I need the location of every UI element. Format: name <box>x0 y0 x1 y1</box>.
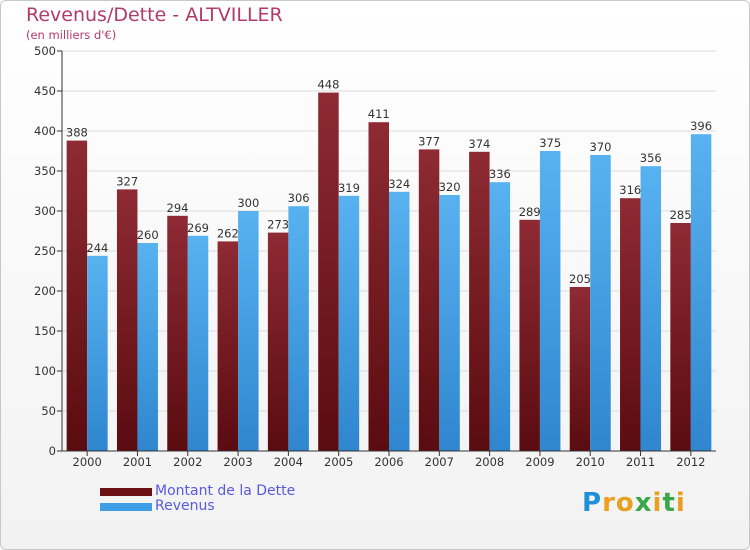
chart-title: Revenus/Dette - ALTVILLER <box>26 4 283 26</box>
data-label: 294 <box>167 201 189 215</box>
data-label: 370 <box>590 140 612 154</box>
xtick-label: 2002 <box>173 455 202 469</box>
bar-dette <box>267 232 289 451</box>
ytick-label: 450 <box>34 84 56 98</box>
bar-dette <box>670 223 691 451</box>
chart-subtitle: (en milliers d'€) <box>26 28 117 42</box>
data-label: 289 <box>519 205 541 219</box>
data-label: 411 <box>368 107 390 121</box>
logo-letter: r <box>602 488 616 518</box>
xtick-label: 2004 <box>274 455 303 469</box>
xtick-label: 2011 <box>626 455 655 469</box>
bar-revenus <box>690 134 712 451</box>
ytick-label: 150 <box>34 324 56 338</box>
ytick-label: 0 <box>49 444 56 458</box>
logo-letter: o <box>615 488 635 518</box>
bar-revenus <box>389 191 410 452</box>
ytick-label: 250 <box>34 244 56 258</box>
data-label: 324 <box>388 177 410 191</box>
data-label: 244 <box>86 241 108 255</box>
logo-letter: x <box>634 488 653 518</box>
bar-dette <box>418 149 440 451</box>
xtick-label: 2001 <box>123 455 152 469</box>
data-label: 388 <box>66 126 88 140</box>
bar-dette <box>469 151 490 452</box>
logo-letter: i <box>652 488 663 518</box>
bar-revenus <box>238 211 259 451</box>
legend-label-debt: Montant de la Dette <box>155 483 296 499</box>
xtick-label: 2007 <box>425 455 454 469</box>
ytick-label: 350 <box>34 164 56 178</box>
ytick-label: 400 <box>34 124 56 138</box>
xtick-label: 2012 <box>676 455 705 469</box>
bar-revenus <box>640 166 662 451</box>
proxiti-logo: Proxiti <box>582 488 686 518</box>
data-label: 205 <box>569 272 591 286</box>
bar-revenus <box>87 255 108 451</box>
bar-dette <box>519 219 540 451</box>
logo-letter: t <box>662 488 676 518</box>
data-label: 260 <box>137 228 159 242</box>
data-label: 273 <box>267 218 289 232</box>
logo-letter: i <box>675 488 686 518</box>
bar-revenus <box>590 155 611 451</box>
bar-dette <box>368 122 389 451</box>
xtick-label: 2009 <box>525 455 554 469</box>
logo-letter: P <box>582 488 603 518</box>
bar-revenus <box>137 243 158 451</box>
xtick-label: 2006 <box>374 455 403 469</box>
ytick-label: 100 <box>34 364 56 378</box>
bar-revenus <box>288 206 309 451</box>
bar-revenus <box>489 182 511 451</box>
ytick-label: 500 <box>34 44 56 58</box>
bar-revenus <box>338 195 360 451</box>
data-label: 375 <box>539 136 561 150</box>
ytick-label: 200 <box>34 284 56 298</box>
data-label: 320 <box>439 180 461 194</box>
data-label: 377 <box>418 134 440 148</box>
xtick-label: 2008 <box>475 455 504 469</box>
data-label: 356 <box>640 151 662 165</box>
bar-dette <box>569 287 591 451</box>
data-label: 327 <box>116 174 138 188</box>
legend-label-revenus: Revenus <box>155 498 215 514</box>
bar-dette <box>167 215 188 451</box>
xtick-label: 2010 <box>576 455 605 469</box>
bar-dette <box>116 189 138 451</box>
data-label: 448 <box>317 78 339 92</box>
legend-swatch-revenus <box>100 503 152 511</box>
legend-swatch-debt <box>100 488 152 496</box>
data-label: 306 <box>288 191 310 205</box>
bar-revenus <box>439 195 460 451</box>
bar-dette <box>620 198 641 451</box>
bar-dette <box>217 241 239 451</box>
bar-dette <box>318 92 339 451</box>
bar-dette <box>66 140 88 451</box>
data-label: 374 <box>468 137 490 151</box>
bar-revenus <box>187 235 209 451</box>
xtick-label: 2005 <box>324 455 353 469</box>
data-label: 316 <box>619 183 641 197</box>
bar-revenus <box>539 151 561 451</box>
data-label: 269 <box>187 221 209 235</box>
ytick-label: 300 <box>34 204 56 218</box>
data-label: 319 <box>338 181 360 195</box>
data-label: 396 <box>690 119 712 133</box>
xtick-label: 2003 <box>223 455 252 469</box>
data-label: 285 <box>670 208 692 222</box>
data-label: 336 <box>489 167 511 181</box>
ytick-label: 50 <box>41 404 56 418</box>
data-label: 262 <box>217 226 239 240</box>
data-label: 300 <box>237 196 259 210</box>
xtick-label: 2000 <box>73 455 102 469</box>
